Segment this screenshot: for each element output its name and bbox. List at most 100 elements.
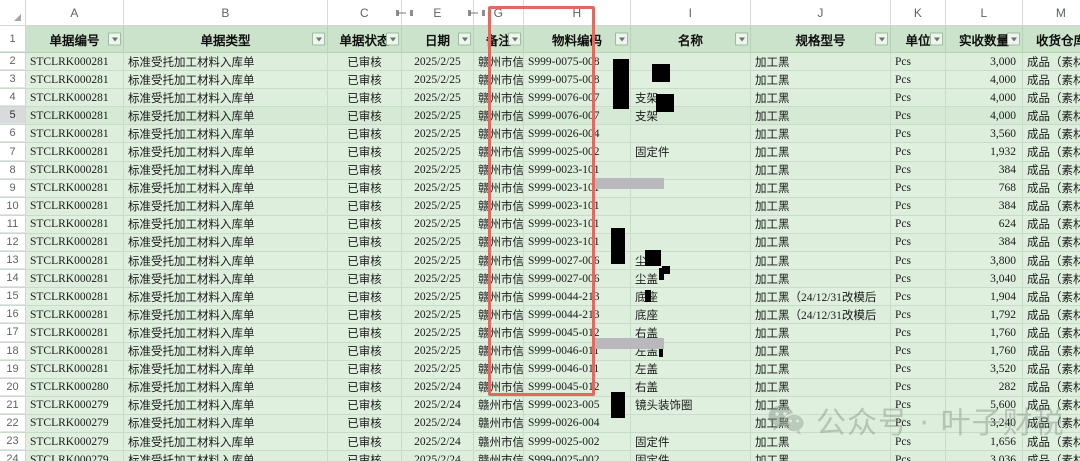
row-header[interactable]: 21 (0, 396, 26, 414)
cell-g[interactable]: 赣州市信 (474, 451, 524, 461)
row-header[interactable]: 6 (0, 125, 26, 143)
cell-j[interactable]: 加工黑 (751, 451, 891, 461)
cell-m[interactable]: 成品（素材）仓 (1023, 397, 1080, 414)
cell-k[interactable]: Pcs (891, 179, 946, 197)
cell-a[interactable]: STCLRK000281 (26, 197, 124, 215)
cell-b[interactable]: 标准受托加工材料入库单 (124, 270, 328, 288)
cell-a[interactable]: STCLRK000281 (26, 143, 124, 161)
filter-dropdown-icon[interactable] (386, 32, 399, 46)
table-row[interactable]: 14 STCLRK000281 标准受托加工材料入库单 已审核 2025/2/25 赣州市… (0, 270, 1080, 289)
cell-c[interactable]: 已审核 (328, 197, 402, 215)
row-header[interactable]: 14 (0, 270, 26, 288)
cell-h[interactable]: S999-0046-011 (524, 342, 631, 360)
cell-e[interactable]: 2025/2/25 (402, 89, 474, 107)
cell-h[interactable]: S999-0026-004 (524, 125, 631, 143)
cell-l[interactable]: 1,656 (946, 432, 1023, 451)
cell-k[interactable]: Pcs (891, 288, 946, 306)
cell-a[interactable]: STCLRK000281 (26, 125, 124, 143)
cell-m[interactable]: 成品（素材）仓 (1023, 361, 1080, 378)
cell-m[interactable]: 成品（素材）仓 (1023, 306, 1080, 323)
cell-g[interactable]: 赣州市信 (474, 414, 524, 432)
filter-dropdown-icon[interactable] (615, 32, 628, 46)
cell-k[interactable]: Pcs (891, 252, 946, 270)
cell-c[interactable]: 已审核 (328, 451, 402, 461)
cell-h[interactable]: S999-0075-008 (524, 71, 631, 89)
table-row[interactable]: 16 STCLRK000281 标准受托加工材料入库单 已审核 2025/2/25 赣州市… (0, 306, 1080, 325)
cell-g[interactable]: 赣州市信 (474, 396, 524, 414)
cell-b[interactable]: 标准受托加工材料入库单 (124, 342, 328, 360)
cell-l[interactable]: 1,760 (946, 324, 1023, 342)
cell-j[interactable]: 加工黑 (751, 396, 891, 414)
cell-e[interactable]: 2025/2/25 (402, 233, 474, 252)
cell-a[interactable]: STCLRK000281 (26, 89, 124, 107)
cell-m[interactable]: 成品（素材）仓 (1023, 270, 1080, 287)
cell-e[interactable]: 2025/2/25 (402, 215, 474, 233)
table-row[interactable]: 11 STCLRK000281 标准受托加工材料入库单 已审核 2025/2/25 赣州市… (0, 215, 1080, 234)
cell-i[interactable]: 左盖 (631, 342, 751, 360)
row-header[interactable]: 10 (0, 197, 26, 215)
cell-i[interactable] (631, 197, 751, 215)
table-row[interactable]: 12 STCLRK000281 标准受托加工材料入库单 已审核 2025/2/25 赣州市… (0, 233, 1080, 253)
row-header-1[interactable]: 1 (0, 26, 26, 52)
row-header[interactable]: 19 (0, 360, 26, 378)
column-letter-a[interactable]: A (26, 0, 124, 25)
cell-e[interactable]: 2025/2/25 (402, 161, 474, 179)
cell-k[interactable]: Pcs (891, 125, 946, 143)
cell-h[interactable]: S999-0023-101 (524, 197, 631, 215)
row-header[interactable]: 5 (0, 107, 26, 125)
table-row[interactable]: 4 STCLRK000281 标准受托加工材料入库单 已审核 2025/2/25 赣州市信… (0, 89, 1080, 108)
cell-b[interactable]: 标准受托加工材料入库单 (124, 396, 328, 414)
cell-m[interactable]: 成品（素材）仓 (1023, 415, 1080, 432)
table-row[interactable]: 22 STCLRK000279 标准受托加工材料入库单 已审核 2025/2/24 赣州市… (0, 414, 1080, 433)
cell-b[interactable]: 标准受托加工材料入库单 (124, 288, 328, 306)
cell-h[interactable]: S999-0025-002 (524, 432, 631, 451)
cell-b[interactable]: 标准受托加工材料入库单 (124, 432, 328, 451)
filter-dropdown-icon[interactable] (108, 32, 121, 46)
table-row[interactable]: 7 STCLRK000281 标准受托加工材料入库单 已审核 2025/2/25 赣州市信… (0, 143, 1080, 162)
cell-j[interactable]: 加工黑 (751, 233, 891, 252)
cell-i[interactable] (631, 53, 751, 71)
cell-e[interactable]: 2025/2/24 (402, 378, 474, 396)
cell-j[interactable]: 加工黑 (751, 125, 891, 143)
cell-e[interactable]: 2025/2/25 (402, 270, 474, 288)
cell-c[interactable]: 已审核 (328, 306, 402, 324)
row-header[interactable]: 18 (0, 342, 26, 360)
cell-k[interactable]: Pcs (891, 197, 946, 215)
cell-e[interactable]: 2025/2/25 (402, 288, 474, 306)
cell-c[interactable]: 已审核 (328, 71, 402, 89)
column-letter-k[interactable]: K (891, 0, 946, 25)
cell-l[interactable]: 3,036 (946, 451, 1023, 461)
cell-k[interactable]: Pcs (891, 324, 946, 342)
cell-m[interactable]: 成品（素材）仓 (1023, 71, 1080, 88)
cell-c[interactable]: 已审核 (328, 378, 402, 396)
cell-b[interactable]: 标准受托加工材料入库单 (124, 71, 328, 89)
cell-i[interactable]: 底座 (631, 306, 751, 324)
cell-k[interactable]: Pcs (891, 161, 946, 179)
cell-g[interactable]: 赣州市信 (474, 125, 524, 143)
cell-b[interactable]: 标准受托加工材料入库单 (124, 161, 328, 179)
cell-m[interactable]: 成品（素材）仓 (1023, 343, 1080, 360)
cell-b[interactable]: 标准受托加工材料入库单 (124, 324, 328, 342)
cell-e[interactable]: 2025/2/24 (402, 396, 474, 414)
cell-g[interactable]: 赣州市信 (474, 215, 524, 233)
cell-g[interactable]: 赣州市信 (474, 306, 524, 324)
cell-b[interactable]: 标准受托加工材料入库单 (124, 89, 328, 107)
cell-k[interactable]: Pcs (891, 360, 946, 378)
cell-h[interactable]: S999-0045-012 (524, 324, 631, 342)
cell-j[interactable]: 加工黑 (751, 252, 891, 270)
cell-g[interactable]: 赣州市信 (474, 233, 524, 252)
cell-l[interactable]: 1,792 (946, 306, 1023, 324)
filter-dropdown-icon[interactable] (930, 32, 943, 46)
cell-j[interactable]: 加工黑 (751, 215, 891, 233)
cell-b[interactable]: 标准受托加工材料入库单 (124, 252, 328, 270)
cell-e[interactable]: 2025/2/25 (402, 125, 474, 143)
cell-i[interactable]: 支架 (631, 107, 751, 125)
cell-b[interactable]: 标准受托加工材料入库单 (124, 143, 328, 161)
cell-e[interactable]: 2025/2/25 (402, 179, 474, 197)
cell-j[interactable]: 加工黑（24/12/31改模后 (751, 288, 891, 306)
cell-b[interactable]: 标准受托加工材料入库单 (124, 179, 328, 197)
filter-dropdown-icon[interactable] (1007, 32, 1020, 46)
cell-m[interactable]: 成品（素材）仓 (1023, 216, 1080, 233)
cell-g[interactable]: 赣州市信 (474, 252, 524, 270)
cell-e[interactable]: 2025/2/25 (402, 107, 474, 125)
